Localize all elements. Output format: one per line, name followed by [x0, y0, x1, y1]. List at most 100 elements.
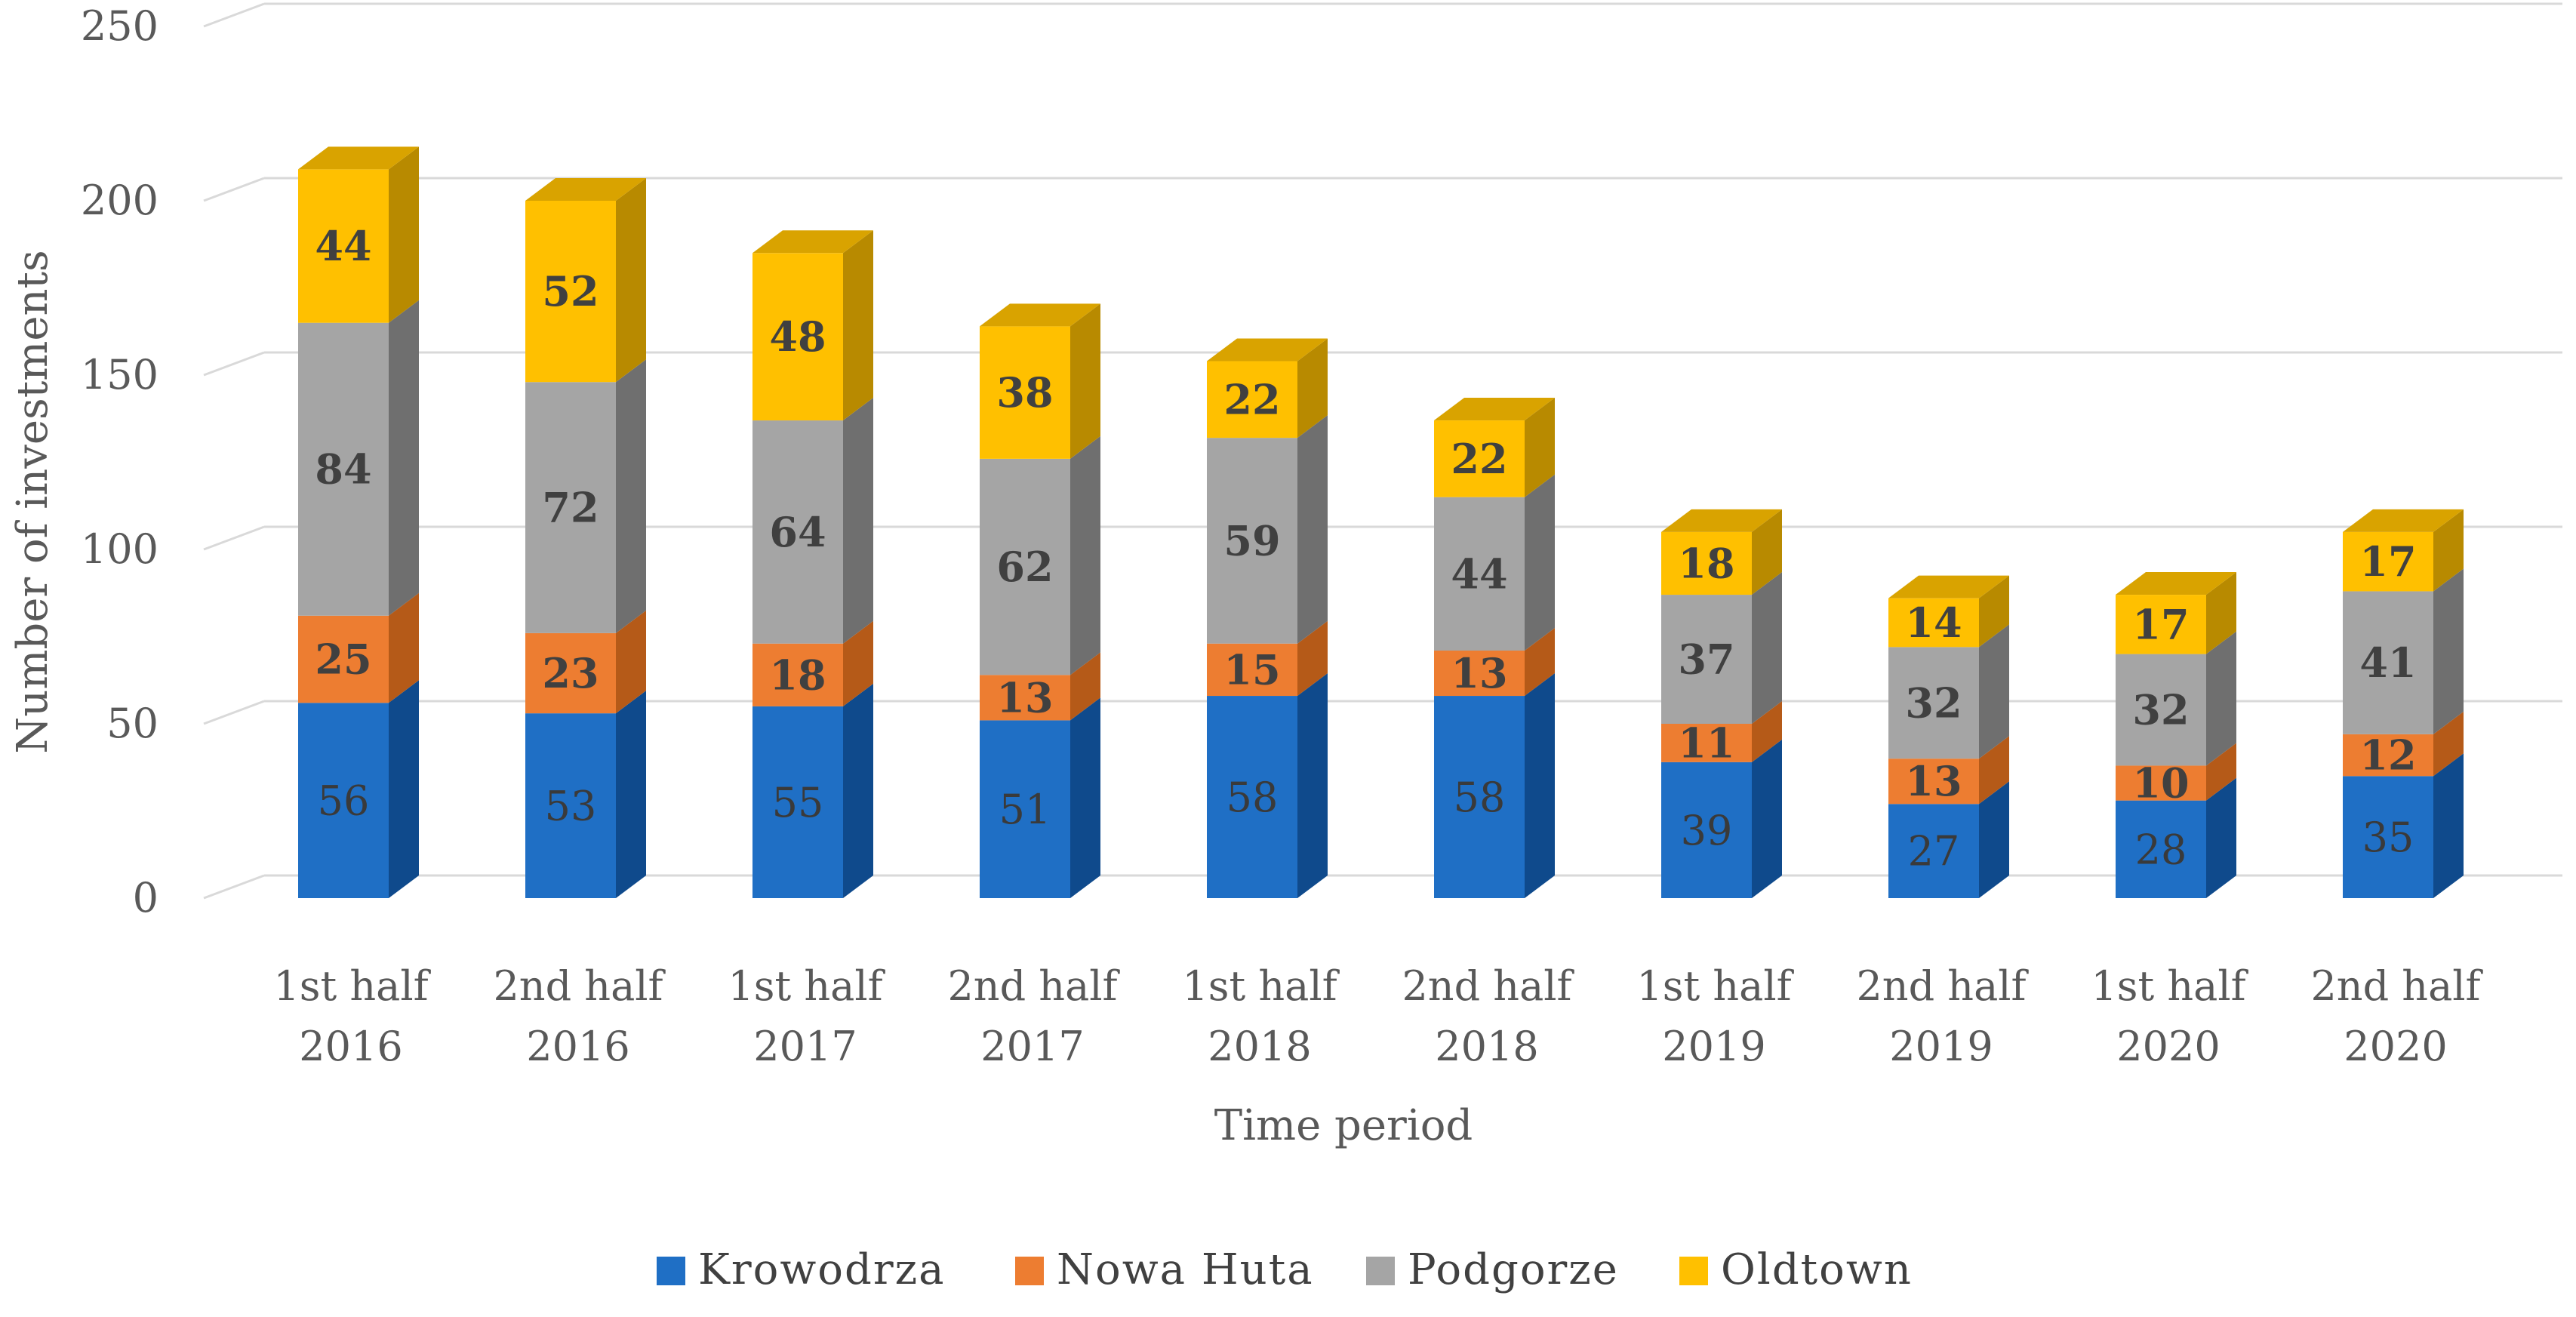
bar-top [1888, 575, 2009, 598]
bar-segment-krowodrza [1207, 696, 1297, 898]
bar-side [1752, 701, 1782, 762]
data-label: 58 [1454, 774, 1506, 821]
data-label: 22 [1451, 435, 1507, 483]
bar-stack: 28 10 32 17 [2116, 572, 2236, 898]
data-label: 62 [996, 543, 1053, 591]
y-tick-label: 150 [81, 351, 158, 398]
bar-side [843, 620, 873, 706]
data-label: 12 [2359, 731, 2416, 780]
x-tick-label: 2nd half [2310, 962, 2483, 1010]
bar-segment-nowa-huta [752, 643, 843, 706]
y-tick-label: 250 [81, 2, 158, 50]
x-tick-label: 1st half [1182, 962, 1340, 1010]
bar-side [1979, 575, 2009, 648]
bar-segment-oldtown [1434, 420, 1525, 497]
data-label: 35 [2362, 814, 2414, 861]
bar-top [980, 303, 1100, 327]
data-label: 18 [1678, 539, 1734, 587]
data-label: 28 [2135, 826, 2187, 873]
x-tick-label: 2nd half [493, 962, 666, 1010]
x-tick-label: 1st half [728, 962, 885, 1010]
data-label: 72 [542, 484, 599, 532]
x-tick-label: 1st half [2091, 962, 2248, 1010]
bar-side [616, 359, 646, 633]
bar-segment-krowodrza [2116, 800, 2206, 898]
bar-side [2206, 743, 2236, 801]
bar-segment-nowa-huta [1661, 724, 1752, 762]
bar-side [2206, 572, 2236, 654]
data-label: 32 [2132, 686, 2189, 734]
data-label: 39 [1681, 807, 1733, 854]
x-tick-label: 2nd half [947, 962, 1120, 1010]
bar-side [1525, 474, 1555, 651]
bar-top [1661, 509, 1782, 532]
bar-stack: 53 23 72 52 [525, 178, 646, 898]
x-tick-label: 2018 [1435, 1023, 1538, 1070]
bar-side [616, 610, 646, 714]
bar-segment-nowa-huta [980, 675, 1070, 721]
bar-segment-krowodrza [1888, 804, 1979, 898]
data-label: 23 [542, 649, 599, 697]
data-label: 11 [1678, 719, 1734, 767]
bar-top [1207, 338, 1328, 362]
data-label: 17 [2359, 537, 2416, 586]
bar-top [525, 178, 646, 201]
bar-stack: 55 18 64 48 [752, 230, 873, 898]
legend-label: Oldtown [1721, 1245, 1913, 1294]
gridline-depth [203, 351, 265, 377]
x-tick-label: 2016 [526, 1023, 629, 1070]
bar-side [2206, 631, 2236, 766]
bar-side [616, 178, 646, 383]
bar-side [1297, 620, 1328, 697]
bar-stack: 35 12 41 17 [2343, 509, 2464, 898]
bar-segment-krowodrza [1434, 696, 1525, 898]
legend-label: Nowa Huta [1057, 1245, 1314, 1294]
bar-side [2433, 711, 2464, 777]
x-tick-label: 2016 [299, 1023, 402, 1070]
gridline-depth [203, 700, 265, 725]
x-tick-label: 2017 [753, 1023, 857, 1070]
x-axis-ticks: 1st half 2016 2nd half 2016 1st half 2017 2nd … [273, 962, 2483, 1070]
bar-side [1070, 303, 1100, 459]
data-label: 56 [318, 777, 370, 825]
x-tick-label: 2017 [980, 1023, 1084, 1070]
x-tick-label: 1st half [1636, 962, 1794, 1010]
y-tick-label: 50 [106, 700, 158, 747]
x-axis-title: Time period [1214, 1101, 1473, 1150]
y-tick-label: 100 [81, 525, 158, 573]
bar-segment-podgorze [525, 382, 616, 633]
bar-segment-krowodrza [525, 713, 616, 898]
bar-segment-oldtown [2343, 531, 2433, 592]
bar-segment-oldtown [2116, 595, 2206, 654]
data-label: 48 [769, 312, 826, 361]
data-label: 13 [1451, 649, 1507, 697]
data-label: 18 [769, 651, 826, 699]
bar-segment-oldtown [298, 169, 389, 323]
y-tick-label: 200 [81, 177, 158, 224]
bar-side [1979, 624, 2009, 759]
bar-side [1070, 697, 1100, 898]
bar-side [2433, 568, 2464, 734]
bar-side [1297, 415, 1328, 644]
gridline-depth [203, 874, 265, 900]
bar-side [1525, 627, 1555, 697]
legend-swatch [657, 1257, 685, 1285]
data-label: 41 [2359, 638, 2416, 687]
bar-side [1752, 739, 1782, 898]
bar-segment-nowa-huta [1434, 650, 1525, 697]
bar-segment-krowodrza [298, 703, 389, 898]
bar-segment-krowodrza [2343, 776, 2433, 898]
bar-side [2433, 753, 2464, 898]
bar-side [616, 691, 646, 898]
y-axis-ticks: 0 50 100 150 200 250 [81, 2, 158, 922]
data-label: 52 [542, 267, 599, 315]
gridline-depth [203, 525, 265, 551]
bar-side [843, 683, 873, 898]
legend: Krowodrza Nowa Huta Podgorze Oldtown [657, 1245, 1913, 1294]
bar-segment-oldtown [1661, 531, 1752, 595]
bar-segment-nowa-huta [1888, 759, 1979, 805]
x-tick-label: 2020 [2344, 1023, 2447, 1070]
bar-side [1070, 435, 1100, 675]
bar-segment-podgorze [1434, 497, 1525, 651]
